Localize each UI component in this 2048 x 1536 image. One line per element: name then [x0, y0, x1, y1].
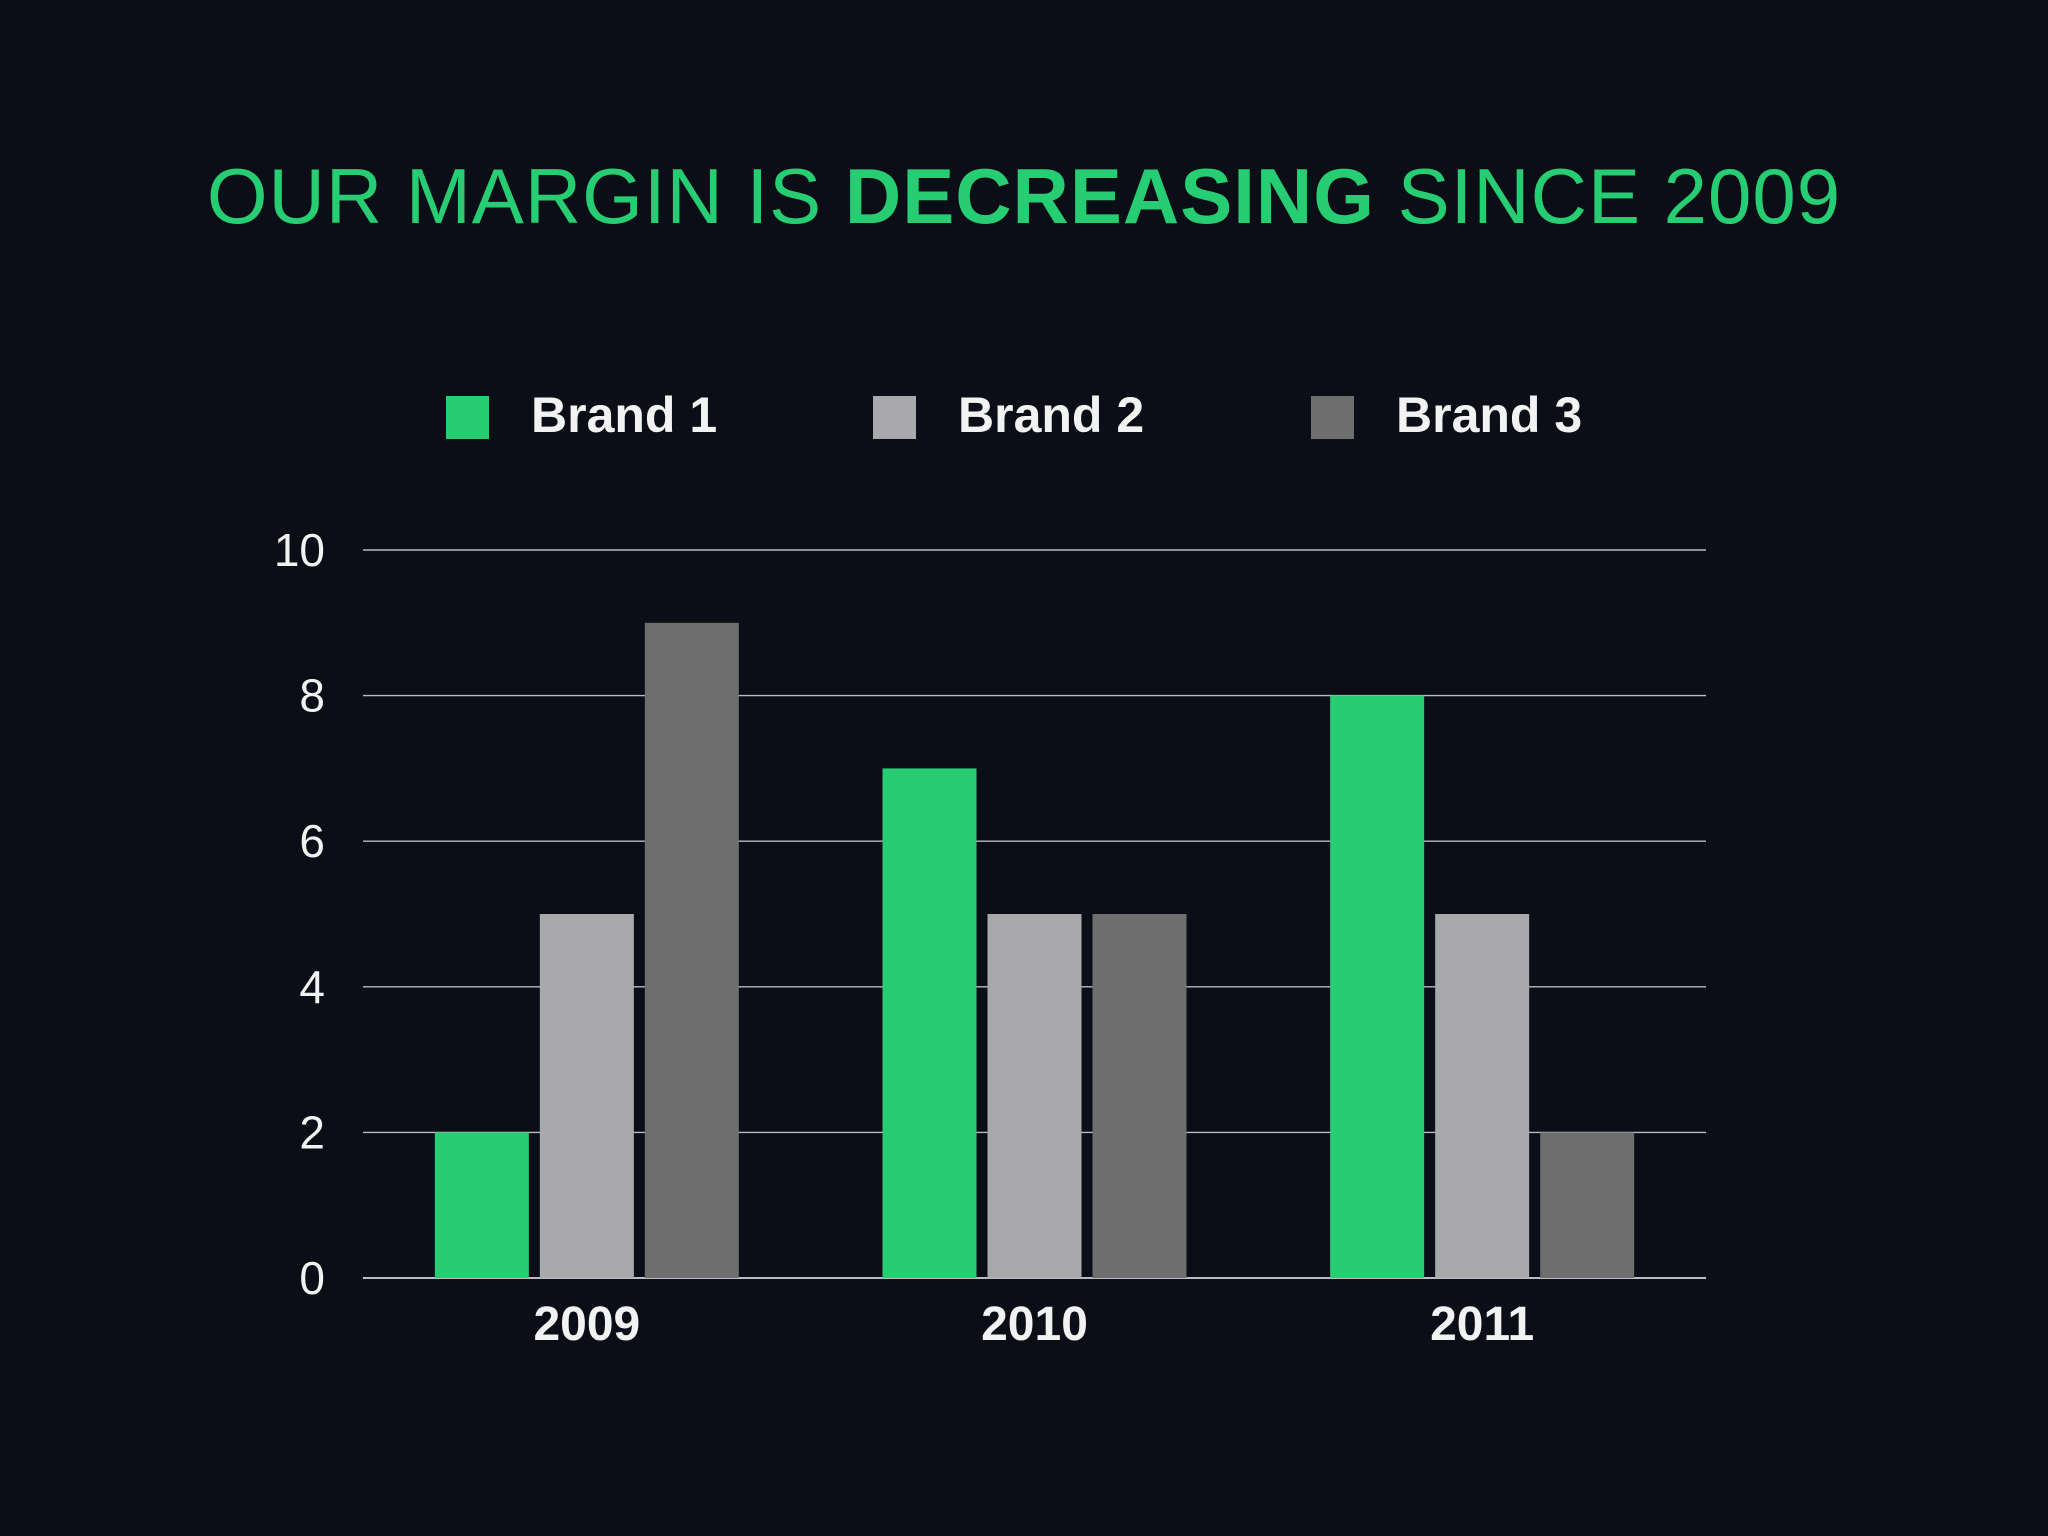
title-emphasis: DECREASING: [844, 152, 1375, 240]
bar-brand-2-2009: [539, 914, 634, 1278]
y-tick-label: 8: [299, 670, 325, 722]
bar-brand-3-2010: [1092, 914, 1187, 1278]
y-tick-label: 0: [299, 1252, 325, 1304]
legend-label: Brand 1: [531, 387, 717, 443]
bar-brand-1-2010: [882, 768, 977, 1278]
legend-swatch-brand-1: [446, 396, 489, 439]
legend-label: Brand 2: [958, 387, 1144, 443]
bar-brand-3-2009: [644, 622, 739, 1278]
chart-title: OUR MARGIN IS DECREASING SINCE 2009: [0, 150, 2048, 244]
legend-swatch-brand-2: [873, 396, 916, 439]
y-tick-label: 10: [274, 524, 325, 576]
legend-swatch-brand-3: [1311, 396, 1354, 439]
x-tick-label: 2011: [1430, 1298, 1534, 1351]
y-tick-label: 2: [299, 1106, 325, 1158]
x-tick-label: 2009: [533, 1298, 640, 1351]
bar-brand-2-2011: [1435, 914, 1530, 1278]
bar-brand-2-2010: [987, 914, 1082, 1278]
bar-brand-1-2009: [434, 1132, 529, 1278]
title-prefix: OUR MARGIN IS: [206, 152, 845, 240]
bar-brand-1-2011: [1330, 695, 1425, 1278]
bar-brand-3-2011: [1540, 1132, 1635, 1278]
legend-label: Brand 3: [1396, 387, 1582, 443]
title-suffix: SINCE 2009: [1374, 152, 1842, 240]
y-tick-label: 6: [299, 815, 325, 867]
x-tick-label: 2010: [981, 1298, 1088, 1351]
y-tick-label: 4: [299, 961, 325, 1013]
